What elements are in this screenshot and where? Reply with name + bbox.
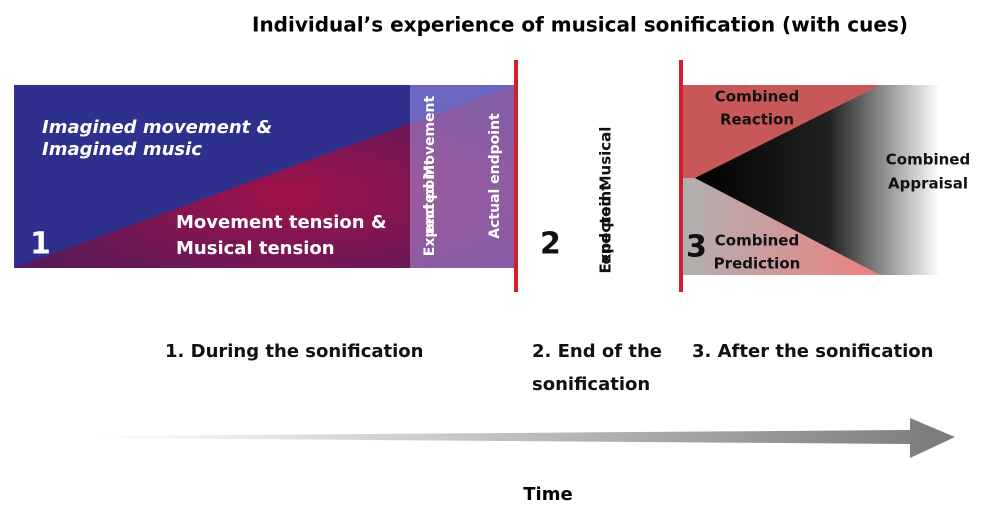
imagined-label: Imagined movement & [42, 117, 272, 138]
expected-musical-label: end point [597, 184, 615, 265]
tension-label: Musical tension [176, 238, 335, 259]
step-caption: 2. End of the [532, 341, 662, 362]
step-number: 3 [686, 230, 707, 265]
prediction-label: Combined [715, 232, 799, 250]
time-arrow [95, 418, 955, 458]
title: Individual’s experience of musical sonif… [252, 13, 908, 37]
panel-1 [14, 85, 515, 268]
reaction-zone [683, 85, 880, 178]
appraisal-label: Combined [886, 151, 970, 169]
tension-label: Movement tension & [176, 212, 387, 233]
panel-3 [683, 85, 940, 275]
endpoint-zone [410, 85, 515, 268]
expected-movement-label: Expected Movement [422, 95, 438, 256]
imagined-label: Imagined music [42, 139, 202, 160]
step-caption: 3. After the sonification [692, 341, 933, 362]
step-caption: 1. During the sonification [165, 341, 423, 362]
reaction-label: Reaction [720, 111, 794, 129]
step-caption: sonification [532, 374, 650, 395]
appraisal-label: Appraisal [888, 175, 968, 193]
appraisal-wedge [695, 85, 940, 275]
time-label: Time [523, 484, 572, 505]
step-number: 2 [540, 227, 561, 262]
step-number: 1 [30, 227, 51, 262]
prediction-zone [683, 178, 880, 275]
prediction-label: Prediction [714, 255, 801, 273]
expected-movement-label: end point [422, 158, 438, 234]
tension-wedge [14, 85, 515, 268]
expected-musical-label: Expected Musical [597, 127, 615, 274]
actual-endpoint-label: Actual endpoint [487, 113, 503, 239]
reaction-label: Combined [715, 88, 799, 106]
